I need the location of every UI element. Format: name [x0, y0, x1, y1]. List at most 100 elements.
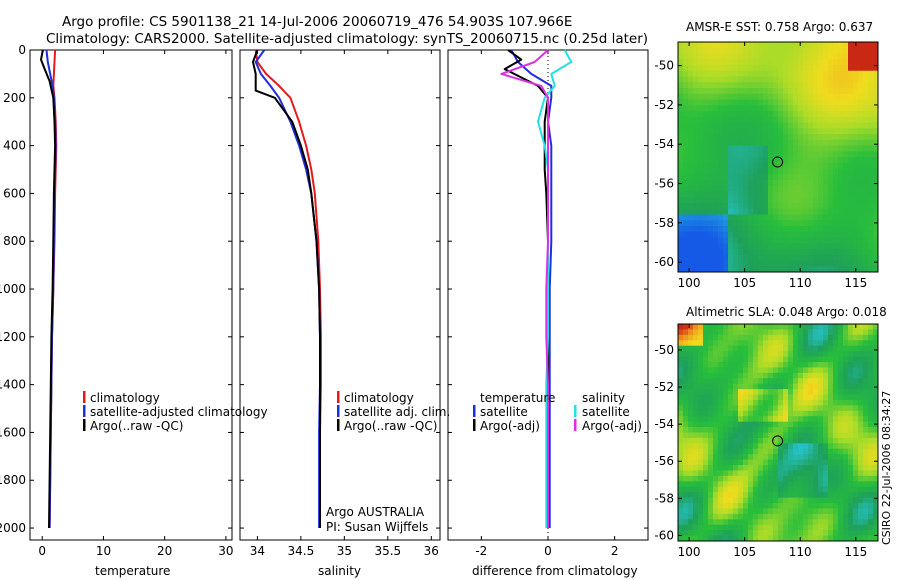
heatmap-cell	[863, 324, 869, 330]
y-tick-label: -58	[654, 491, 674, 505]
heatmap-cell	[703, 145, 709, 152]
heatmap-cell	[803, 65, 809, 72]
heatmap-cell	[853, 128, 859, 135]
heatmap-cell	[708, 220, 714, 227]
heatmap-cell	[738, 448, 744, 455]
heatmap-cell	[728, 524, 734, 531]
heatmap-cell	[773, 351, 779, 357]
heatmap-cell	[818, 174, 824, 181]
heatmap-cell	[838, 367, 844, 374]
heatmap-cell	[858, 367, 864, 374]
heatmap-cell	[753, 432, 759, 439]
heatmap-cell	[818, 443, 824, 450]
heatmap-cell	[768, 220, 774, 227]
heatmap-cell	[818, 134, 824, 141]
heatmap-cell	[873, 443, 879, 450]
heatmap-cell	[713, 324, 719, 330]
heatmap-cell	[783, 208, 789, 215]
heatmap-cell	[698, 486, 704, 493]
heatmap-cell	[703, 389, 709, 395]
heatmap-cell	[803, 249, 809, 256]
heatmap-cell	[708, 162, 714, 169]
heatmap-cell	[748, 410, 754, 417]
heatmap-cell	[748, 524, 754, 531]
heatmap-cell	[783, 191, 789, 198]
heatmap-cell	[698, 427, 704, 433]
figure-title-line2: Climatology: CARS2000. Satellite-adjuste…	[46, 31, 648, 47]
heatmap-cell	[723, 42, 729, 49]
heatmap-cell	[813, 214, 819, 221]
heatmap-cell	[783, 530, 789, 536]
heatmap-cell	[808, 226, 814, 233]
heatmap-cell	[813, 59, 819, 66]
heatmap-cell	[773, 243, 779, 250]
heatmap-cell	[713, 208, 719, 215]
heatmap-cell	[753, 243, 759, 250]
heatmap-cell	[758, 231, 764, 238]
legend-swatch-sal-argo	[574, 419, 577, 431]
heatmap-cell	[728, 254, 734, 261]
heatmap-cell	[758, 351, 764, 357]
heatmap-cell	[858, 59, 864, 66]
heatmap-cell	[843, 399, 849, 406]
heatmap-cell	[863, 383, 869, 390]
heatmap-cell	[863, 459, 869, 466]
heatmap-cell	[813, 351, 819, 357]
heatmap-cell	[833, 145, 839, 152]
heatmap-cell	[793, 145, 799, 152]
heatmap-cell	[758, 356, 764, 363]
heatmap-cell	[753, 70, 759, 77]
heatmap-cell	[708, 356, 714, 363]
heatmap-cell	[813, 530, 819, 536]
heatmap-cell	[708, 157, 714, 164]
heatmap-cell	[698, 70, 704, 77]
heatmap-cell	[713, 405, 719, 412]
heatmap-cell	[708, 399, 714, 406]
heatmap-cell	[783, 535, 789, 542]
heatmap-cell	[853, 231, 859, 238]
heatmap-cell	[843, 361, 849, 368]
heatmap-cell	[688, 185, 694, 192]
heatmap-cell	[778, 421, 784, 428]
heatmap-cell	[853, 168, 859, 175]
heatmap-cell	[738, 220, 744, 227]
heatmap-cell	[843, 372, 849, 379]
heatmap-cell	[708, 65, 714, 72]
heatmap-cell	[763, 351, 769, 357]
heatmap-cell	[843, 324, 849, 330]
heatmap-cell	[713, 367, 719, 374]
heatmap-cell	[683, 492, 689, 498]
heatmap-cell	[858, 162, 864, 169]
heatmap-cell	[848, 448, 854, 455]
heatmap-cell	[743, 459, 749, 466]
heatmap-cell	[798, 513, 804, 520]
heatmap-cell	[683, 421, 689, 428]
heatmap-cell	[778, 399, 784, 406]
heatmap-cell	[753, 389, 759, 395]
heatmap-cell	[688, 421, 694, 428]
heatmap-cell	[783, 454, 789, 461]
heatmap-cell	[858, 503, 864, 509]
heatmap-cell	[723, 524, 729, 531]
heatmap-cell	[733, 324, 739, 330]
heatmap-cell	[808, 116, 814, 123]
heatmap-cell	[698, 513, 704, 520]
heatmap-cell	[813, 260, 819, 267]
heatmap-cell	[743, 481, 749, 488]
heatmap-cell	[863, 128, 869, 135]
heatmap-cell	[763, 249, 769, 256]
heatmap-cell	[708, 372, 714, 379]
heatmap-cell	[743, 76, 749, 83]
heatmap-cell	[723, 243, 729, 250]
heatmap-cell	[848, 111, 854, 118]
heatmap-cell	[803, 399, 809, 406]
heatmap-cell	[758, 47, 764, 54]
heatmap-cell	[733, 88, 739, 95]
heatmap-cell	[823, 486, 829, 493]
heatmap-cell	[748, 99, 754, 106]
heatmap-cell	[678, 226, 684, 233]
heatmap-cell	[798, 116, 804, 123]
legend-satellite-adjusted: satellite-adjusted climatology	[90, 405, 268, 419]
heatmap-cell	[773, 231, 779, 238]
heatmap-cell	[808, 128, 814, 135]
